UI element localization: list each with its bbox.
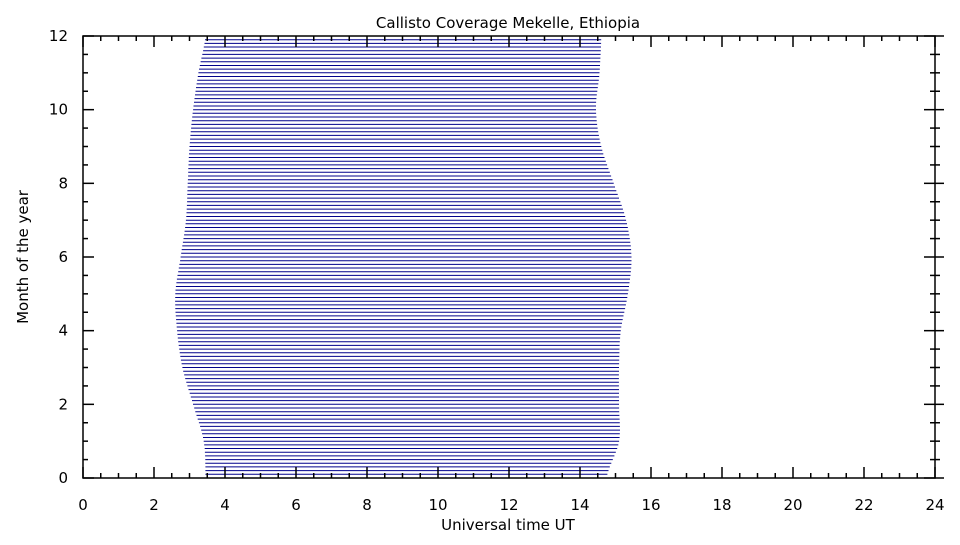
y-tick-label: 10 — [49, 101, 68, 119]
y-tick-label: 8 — [58, 174, 68, 192]
y-tick-label: 12 — [49, 27, 68, 45]
x-tick-label: 6 — [291, 496, 301, 514]
y-tick-label: 4 — [58, 322, 68, 340]
x-tick-label: 12 — [499, 496, 518, 514]
x-tick-label: 20 — [783, 496, 802, 514]
y-tick-label: 6 — [58, 248, 68, 266]
x-tick-label: 4 — [220, 496, 230, 514]
y-tick-label: 0 — [58, 469, 68, 487]
x-tick-label: 18 — [712, 496, 731, 514]
x-tick-label: 16 — [641, 496, 660, 514]
x-tick-label: 10 — [428, 496, 447, 514]
x-tick-label: 2 — [149, 496, 159, 514]
x-tick-label: 24 — [925, 496, 944, 514]
x-tick-label: 0 — [78, 496, 88, 514]
x-tick-label: 8 — [362, 496, 372, 514]
chart-title: Callisto Coverage Mekelle, Ethiopia — [376, 14, 640, 32]
coverage-lines — [175, 35, 632, 479]
y-tick-label: 2 — [58, 395, 68, 413]
x-tick-label: 22 — [854, 496, 873, 514]
x-axis-label: Universal time UT — [441, 516, 576, 534]
x-tick-label: 14 — [570, 496, 589, 514]
y-axis-label: Month of the year — [14, 189, 32, 324]
